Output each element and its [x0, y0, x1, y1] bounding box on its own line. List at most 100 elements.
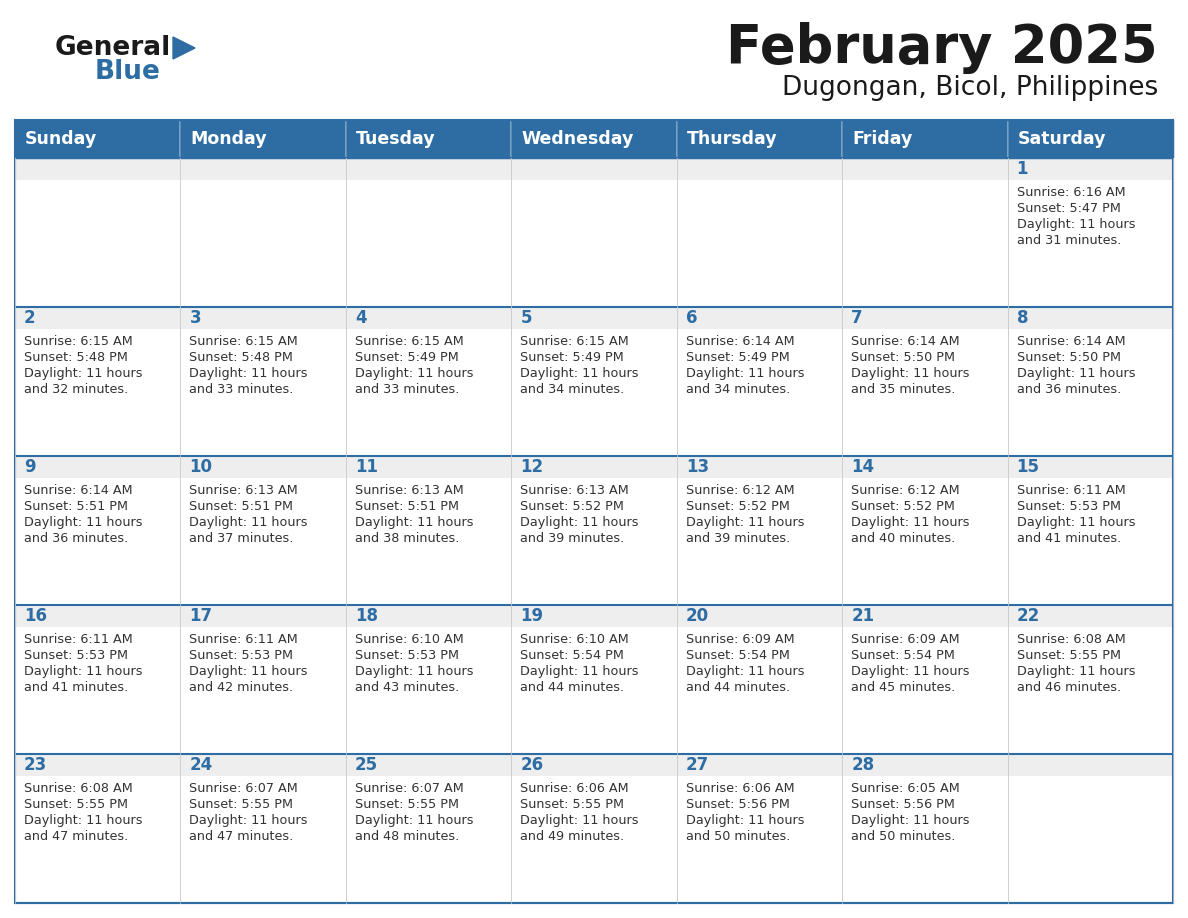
Text: Sunset: 5:50 PM: Sunset: 5:50 PM: [851, 351, 955, 364]
Bar: [842, 456, 1007, 478]
Text: Dugongan, Bicol, Philippines: Dugongan, Bicol, Philippines: [782, 75, 1158, 101]
Bar: [346, 158, 511, 180]
Bar: [15, 120, 1173, 158]
Bar: [15, 754, 181, 903]
Text: 27: 27: [685, 756, 709, 774]
Text: and 33 minutes.: and 33 minutes.: [189, 383, 293, 396]
Text: Sunrise: 6:11 AM: Sunrise: 6:11 AM: [189, 633, 298, 646]
Text: Saturday: Saturday: [1018, 130, 1106, 148]
Text: Daylight: 11 hours: Daylight: 11 hours: [520, 367, 639, 380]
Bar: [677, 307, 842, 456]
Text: Daylight: 11 hours: Daylight: 11 hours: [24, 814, 143, 827]
Text: 20: 20: [685, 607, 709, 625]
Text: Daylight: 11 hours: Daylight: 11 hours: [685, 814, 804, 827]
Bar: [1007, 754, 1173, 903]
Bar: [181, 754, 346, 776]
Text: Daylight: 11 hours: Daylight: 11 hours: [189, 665, 308, 678]
Bar: [677, 307, 842, 329]
Text: Sunrise: 6:15 AM: Sunrise: 6:15 AM: [189, 335, 298, 348]
Text: and 35 minutes.: and 35 minutes.: [851, 383, 955, 396]
Bar: [181, 605, 346, 754]
Text: 22: 22: [1017, 607, 1040, 625]
Text: Sunset: 5:47 PM: Sunset: 5:47 PM: [1017, 202, 1120, 215]
Text: 21: 21: [851, 607, 874, 625]
Text: 13: 13: [685, 458, 709, 476]
Bar: [181, 158, 346, 307]
Bar: [842, 158, 1007, 180]
Bar: [511, 754, 677, 776]
Text: Sunrise: 6:11 AM: Sunrise: 6:11 AM: [24, 633, 133, 646]
Text: General: General: [55, 35, 171, 61]
Bar: [346, 456, 511, 605]
Bar: [842, 605, 1007, 627]
Bar: [677, 605, 842, 754]
Text: and 42 minutes.: and 42 minutes.: [189, 681, 293, 694]
Text: Wednesday: Wednesday: [522, 130, 633, 148]
Text: Daylight: 11 hours: Daylight: 11 hours: [851, 367, 969, 380]
Text: and 39 minutes.: and 39 minutes.: [685, 532, 790, 545]
Bar: [511, 307, 677, 329]
Bar: [346, 158, 511, 307]
Bar: [677, 456, 842, 478]
Text: February 2025: February 2025: [726, 22, 1158, 74]
Text: 8: 8: [1017, 309, 1028, 327]
Text: Sunrise: 6:12 AM: Sunrise: 6:12 AM: [685, 484, 795, 497]
Text: Sunset: 5:49 PM: Sunset: 5:49 PM: [685, 351, 790, 364]
Text: and 44 minutes.: and 44 minutes.: [685, 681, 790, 694]
Bar: [346, 120, 511, 158]
Text: Sunrise: 6:05 AM: Sunrise: 6:05 AM: [851, 782, 960, 795]
Text: 5: 5: [520, 309, 532, 327]
Text: and 41 minutes.: and 41 minutes.: [24, 681, 128, 694]
Text: Sunrise: 6:11 AM: Sunrise: 6:11 AM: [1017, 484, 1125, 497]
Text: 4: 4: [355, 309, 366, 327]
Bar: [181, 754, 346, 903]
Text: Monday: Monday: [190, 130, 267, 148]
Text: and 50 minutes.: and 50 minutes.: [851, 830, 955, 843]
Text: 18: 18: [355, 607, 378, 625]
Bar: [1007, 456, 1173, 605]
Bar: [15, 605, 181, 627]
Bar: [15, 754, 181, 776]
Bar: [677, 754, 842, 776]
Text: Daylight: 11 hours: Daylight: 11 hours: [355, 665, 473, 678]
Text: 11: 11: [355, 458, 378, 476]
Bar: [15, 120, 181, 158]
Text: and 40 minutes.: and 40 minutes.: [851, 532, 955, 545]
Text: Daylight: 11 hours: Daylight: 11 hours: [189, 516, 308, 529]
Text: Sunrise: 6:07 AM: Sunrise: 6:07 AM: [189, 782, 298, 795]
Bar: [1007, 605, 1173, 627]
Bar: [842, 456, 1007, 605]
Text: Sunrise: 6:13 AM: Sunrise: 6:13 AM: [355, 484, 463, 497]
Text: Sunset: 5:54 PM: Sunset: 5:54 PM: [851, 649, 955, 662]
Bar: [842, 307, 1007, 329]
Text: Daylight: 11 hours: Daylight: 11 hours: [1017, 665, 1135, 678]
Text: 9: 9: [24, 458, 36, 476]
Text: Sunset: 5:49 PM: Sunset: 5:49 PM: [520, 351, 624, 364]
Bar: [1007, 754, 1173, 776]
Text: Daylight: 11 hours: Daylight: 11 hours: [189, 367, 308, 380]
Bar: [1007, 158, 1173, 307]
Text: Daylight: 11 hours: Daylight: 11 hours: [355, 367, 473, 380]
Text: 28: 28: [851, 756, 874, 774]
Bar: [511, 158, 677, 180]
Bar: [842, 605, 1007, 754]
Text: Daylight: 11 hours: Daylight: 11 hours: [851, 814, 969, 827]
Text: Friday: Friday: [852, 130, 912, 148]
Bar: [181, 307, 346, 329]
Text: and 33 minutes.: and 33 minutes.: [355, 383, 460, 396]
Text: Sunset: 5:52 PM: Sunset: 5:52 PM: [685, 500, 790, 513]
Bar: [15, 307, 181, 329]
Bar: [511, 456, 677, 605]
Text: Thursday: Thursday: [687, 130, 777, 148]
Text: Sunset: 5:50 PM: Sunset: 5:50 PM: [1017, 351, 1120, 364]
Text: Sunset: 5:54 PM: Sunset: 5:54 PM: [520, 649, 624, 662]
Text: and 44 minutes.: and 44 minutes.: [520, 681, 625, 694]
Text: 2: 2: [24, 309, 36, 327]
Text: and 49 minutes.: and 49 minutes.: [520, 830, 625, 843]
Bar: [842, 307, 1007, 456]
Bar: [511, 307, 677, 456]
Bar: [181, 158, 346, 180]
Text: and 47 minutes.: and 47 minutes.: [189, 830, 293, 843]
Text: Daylight: 11 hours: Daylight: 11 hours: [355, 516, 473, 529]
Text: Sunset: 5:51 PM: Sunset: 5:51 PM: [189, 500, 293, 513]
